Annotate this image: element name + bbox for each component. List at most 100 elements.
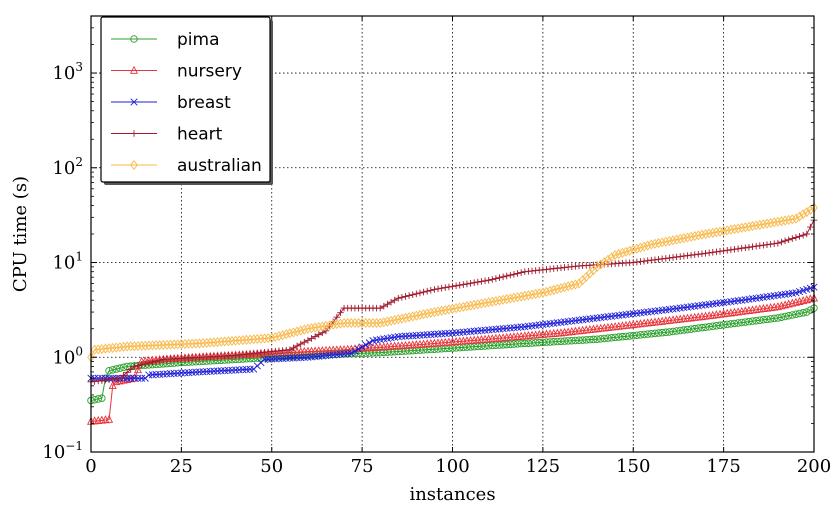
data-point-pima — [643, 330, 652, 338]
data-point-heart — [384, 300, 391, 308]
data-point-australian — [773, 216, 782, 227]
data-point-pima — [549, 337, 558, 346]
y-axis-label: CPU time (s) — [10, 176, 31, 292]
data-point-australian — [307, 323, 316, 334]
data-point-australian — [745, 221, 753, 232]
data-point-pima — [687, 325, 695, 333]
data-point-australian — [351, 317, 359, 329]
data-point-australian — [705, 228, 714, 239]
data-point-australian — [148, 340, 157, 351]
data-point-australian — [567, 280, 576, 291]
data-point-heart — [463, 280, 471, 288]
data-point-australian — [416, 309, 424, 321]
data-point-australian — [387, 315, 395, 326]
x-tick-label: 25 — [170, 456, 193, 477]
data-point-heart — [478, 278, 485, 285]
data-point-australian — [108, 342, 117, 353]
data-point-heart — [304, 337, 312, 344]
data-point-breast — [137, 374, 146, 382]
data-point-nursery — [105, 414, 114, 423]
data-point-pima — [701, 323, 710, 331]
data-point-pima — [629, 331, 638, 340]
data-point-heart — [488, 276, 496, 283]
data-point-australian — [130, 341, 139, 352]
x-tick-label: 50 — [260, 456, 283, 477]
data-point-heart — [785, 236, 792, 244]
data-point-heart — [720, 247, 727, 255]
data-point-heart — [311, 333, 319, 340]
legend-item-breast: breast — [111, 93, 231, 113]
data-point-pima — [119, 363, 128, 372]
data-point-australian — [267, 332, 276, 343]
data-point-australian — [112, 342, 121, 353]
data-point-breast — [351, 347, 359, 355]
legend-marker — [129, 65, 139, 74]
data-point-australian — [365, 317, 374, 329]
data-point-heart — [474, 278, 482, 286]
data-point-breast — [127, 374, 135, 382]
data-point-heart — [398, 294, 406, 301]
data-point-pima — [596, 335, 605, 343]
data-point-australian — [640, 241, 648, 252]
data-point-australian — [542, 286, 551, 297]
data-point-nursery — [108, 380, 117, 390]
data-point-australian — [517, 291, 526, 302]
data-point-heart — [300, 338, 308, 346]
data-point-pima — [781, 312, 789, 321]
data-point-australian — [636, 242, 645, 253]
data-point-pima — [784, 311, 793, 320]
data-point-heart — [655, 256, 662, 263]
data-point-australian — [195, 338, 204, 349]
data-point-australian — [231, 335, 240, 346]
data-point-pima — [398, 347, 406, 355]
data-point-australian — [658, 237, 667, 248]
data-point-breast — [365, 339, 373, 347]
data-point-pima — [712, 322, 721, 330]
data-point-australian — [499, 294, 507, 305]
data-point-pima — [571, 336, 580, 345]
data-point-australian — [235, 335, 244, 346]
data-point-heart — [716, 248, 724, 255]
data-point-australian — [795, 211, 804, 222]
data-point-pima — [662, 328, 670, 337]
data-point-heart — [420, 288, 427, 296]
data-point-pima — [792, 310, 800, 319]
data-point-heart — [445, 283, 453, 291]
data-point-australian — [654, 238, 663, 249]
data-point-heart — [770, 240, 778, 247]
data-point-australian — [329, 319, 338, 330]
data-point-heart — [662, 255, 670, 262]
data-point-australian — [213, 337, 222, 348]
data-point-australian — [426, 307, 435, 318]
data-point-australian — [144, 340, 153, 351]
data-point-australian — [296, 325, 305, 336]
x-tick-label: 75 — [351, 456, 374, 477]
data-point-australian — [322, 320, 330, 331]
data-point-pima — [575, 336, 583, 345]
data-point-heart — [394, 294, 402, 302]
data-point-australian — [600, 257, 609, 268]
data-point-pima — [625, 332, 634, 340]
x-tick-label: 200 — [797, 456, 831, 477]
data-point-australian — [184, 338, 193, 349]
legend-marker — [130, 130, 138, 137]
data-point-australian — [618, 247, 627, 258]
data-point-pima — [615, 333, 623, 341]
data-point-pima — [394, 347, 403, 356]
data-point-australian — [119, 341, 128, 352]
legend-label: pima — [177, 30, 220, 50]
data-point-pima — [640, 330, 648, 339]
data-point-pima — [759, 316, 768, 324]
data-point-australian — [220, 336, 229, 347]
data-point-heart — [702, 250, 709, 257]
data-point-pima — [358, 349, 366, 358]
data-point-pima — [546, 338, 554, 346]
data-point-pima — [611, 333, 619, 342]
data-point-australian — [181, 338, 189, 350]
data-point-australian — [271, 331, 280, 343]
data-point-heart — [778, 238, 785, 246]
legend-label: australian — [177, 156, 262, 176]
data-point-nursery — [130, 373, 139, 382]
data-point-pima — [408, 346, 417, 355]
legend-marker — [130, 98, 138, 106]
